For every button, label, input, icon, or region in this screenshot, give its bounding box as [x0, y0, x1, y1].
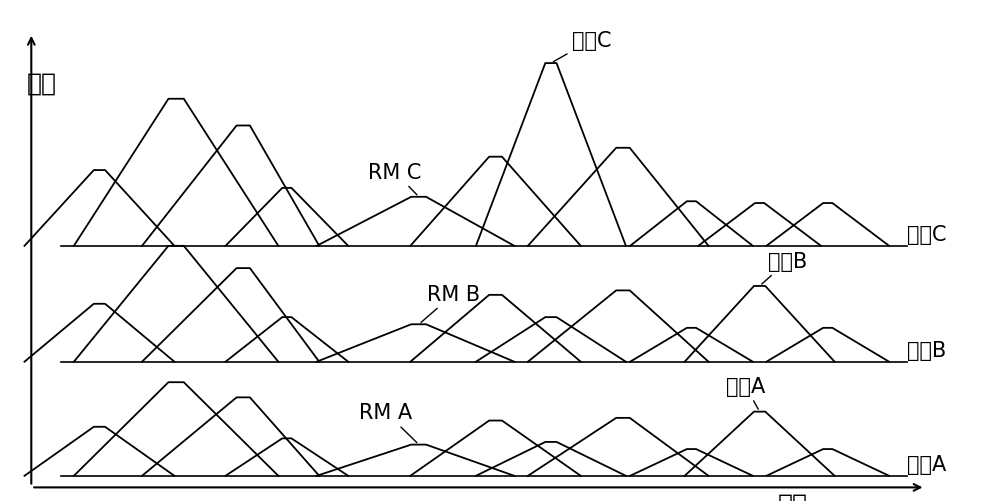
Text: 内标A: 内标A — [726, 376, 765, 409]
Text: 时间: 时间 — [778, 492, 808, 501]
Text: 强度: 强度 — [27, 72, 57, 96]
Text: 液晶C: 液晶C — [907, 224, 946, 244]
Text: 内标C: 内标C — [553, 31, 612, 63]
Text: RM C: RM C — [368, 162, 421, 195]
Text: 内标B: 内标B — [762, 252, 807, 285]
Text: RM B: RM B — [421, 284, 481, 323]
Text: RM A: RM A — [359, 402, 417, 443]
Text: 液晶B: 液晶B — [907, 340, 946, 360]
Text: 液晶A: 液晶A — [907, 454, 946, 474]
